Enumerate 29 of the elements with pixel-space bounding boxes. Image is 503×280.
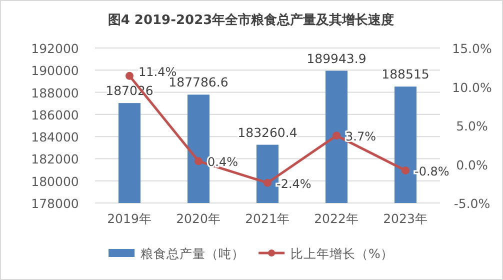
x-tick-label: 2023年 (383, 211, 428, 226)
y-tick-label: 184000 (31, 130, 79, 145)
y2-tick-label: 5.0% (456, 118, 488, 134)
chart-title: 图4 2019-2023年全市粮食总产量及其增长速度 (108, 12, 394, 28)
y-tick-label: 180000 (31, 174, 79, 189)
y-tick-label: 188000 (31, 85, 79, 100)
y2-tick-label: 10.0% (452, 80, 492, 95)
legend-label: 粮食总产量（吨） (140, 246, 245, 261)
point (332, 132, 340, 140)
y2-tick-label: 15.0% (452, 41, 492, 56)
x-tick-label: 2021年 (245, 211, 290, 226)
legend-label: 比上年增长（%） (290, 246, 394, 261)
point (402, 166, 410, 174)
y-tick-label: 178000 (31, 196, 79, 211)
x-tick-label: 2022年 (314, 211, 359, 226)
y2-tick-label: 0.0% (456, 157, 488, 172)
x-tick-label: 2020年 (176, 211, 221, 226)
data-label: 183260.4 (238, 124, 298, 140)
y-tick-label: 190000 (31, 63, 79, 78)
y-tick-label: 182000 (31, 152, 79, 167)
data-label: 188515 (382, 66, 430, 82)
y-tick-label: 186000 (31, 107, 79, 122)
y2-tick-label: -5.0% (454, 196, 490, 211)
x-tick-label: 2019年 (107, 211, 152, 226)
point (194, 157, 202, 166)
y-tick-label: 192000 (31, 41, 79, 56)
point (126, 72, 134, 80)
data-label: 189943.9 (306, 50, 366, 66)
point (264, 178, 272, 187)
